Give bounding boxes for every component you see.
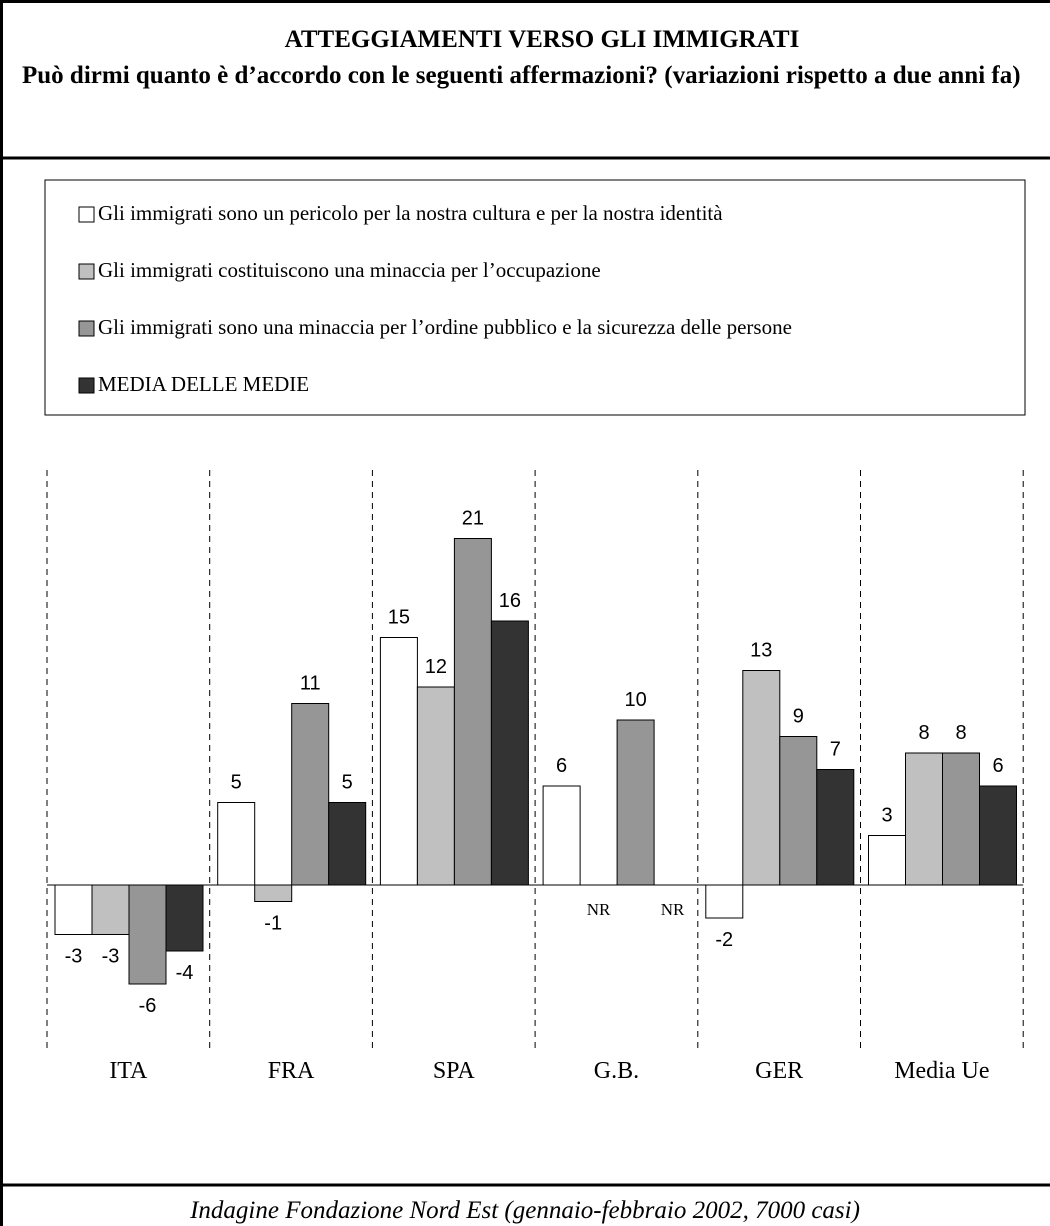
legend-swatch	[78, 377, 95, 394]
value-label: 12	[425, 656, 447, 678]
legend-label: Gli immigrati costituiscono una minaccia…	[98, 258, 601, 282]
value-label: 5	[342, 772, 353, 794]
bar	[416, 686, 455, 886]
value-label: 15	[388, 607, 410, 629]
x-tick-label: ITA	[109, 1058, 148, 1084]
header: ATTEGGIAMENTI VERSO GLI IMMIGRATI Può di…	[22, 22, 1050, 94]
value-label: NR	[587, 900, 611, 919]
bar	[705, 884, 744, 919]
value-label: 6	[556, 755, 567, 777]
bar	[979, 785, 1017, 886]
value-label: 21	[462, 508, 484, 530]
chart-title: ATTEGGIAMENTI VERSO GLI IMMIGRATI	[284, 26, 800, 53]
value-label: -3	[65, 946, 83, 968]
legend-label: Gli immigrati sono una minaccia per l’or…	[98, 315, 792, 339]
bar	[328, 802, 367, 886]
value-label: 16	[499, 590, 521, 612]
value-label: 10	[624, 689, 646, 711]
bar	[54, 884, 93, 935]
legend-swatch	[78, 263, 95, 280]
legend-swatch	[78, 206, 95, 223]
bar	[542, 785, 581, 886]
value-label: -3	[102, 946, 120, 968]
value-label: 6	[992, 755, 1003, 777]
bar	[490, 620, 529, 886]
value-label: -1	[264, 913, 282, 935]
bar	[868, 835, 906, 886]
value-label: 3	[881, 805, 892, 827]
bar	[905, 752, 943, 886]
bar	[742, 670, 781, 886]
value-label: 9	[793, 706, 804, 728]
bar	[291, 703, 330, 886]
value-label: 7	[830, 739, 841, 761]
value-label: 13	[750, 640, 772, 662]
value-label: 8	[918, 722, 929, 744]
x-tick-label: SPA	[433, 1058, 475, 1084]
legend-swatch	[78, 320, 95, 337]
chart-subtitle: Può dirmi quanto è d’accordo con le segu…	[22, 62, 1021, 89]
x-tick-label: Media Ue	[894, 1058, 989, 1084]
source: Indagine Fondazione Nord Est (gennaio-fe…	[189, 1197, 860, 1224]
value-label: -6	[139, 995, 157, 1017]
bar	[453, 538, 492, 886]
legend-label: Gli immigrati sono un pericolo per la no…	[98, 201, 723, 225]
bar	[942, 752, 980, 886]
legend-label: MEDIA DELLE MEDIE	[98, 372, 309, 396]
value-label: 5	[231, 772, 242, 794]
value-label: 8	[955, 722, 966, 744]
bar	[616, 719, 655, 886]
bar	[217, 802, 256, 886]
value-label: NR	[661, 900, 685, 919]
bar	[165, 884, 204, 952]
legend-box	[44, 179, 1026, 416]
bar	[379, 637, 418, 886]
bar	[128, 884, 167, 985]
bar	[91, 884, 130, 935]
x-tick-label: FRA	[268, 1058, 315, 1084]
bar	[779, 736, 818, 886]
bar	[254, 884, 293, 902]
bar	[816, 769, 855, 886]
value-label: 11	[300, 673, 321, 695]
x-tick-label: G.B.	[594, 1058, 639, 1084]
value-label: -2	[715, 929, 733, 951]
value-label: -4	[176, 962, 194, 984]
x-tick-label: GER	[755, 1058, 803, 1084]
